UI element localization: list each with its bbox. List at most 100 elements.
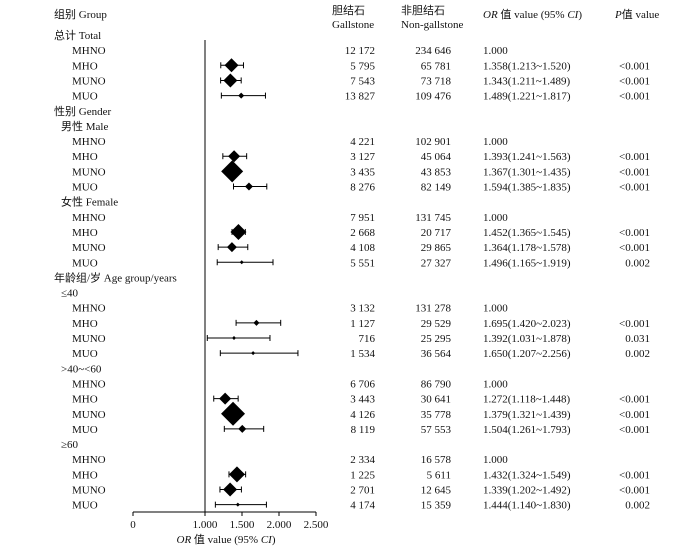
non-gallstone-count: 234 646: [415, 45, 451, 57]
gallstone-count: 8 119: [351, 424, 376, 436]
or-point-marker: [228, 466, 245, 483]
gallstone-count: 4 126: [350, 409, 375, 421]
non-gallstone-header-en: Non-gallstone: [401, 19, 463, 31]
p-value: <0.001: [619, 75, 650, 87]
or-ci-value: 1.343(1.211~1.489): [483, 75, 570, 87]
or-ci-value: 1.504(1.261~1.793): [483, 424, 571, 436]
row-label: MUNO: [72, 485, 106, 497]
gallstone-count: 2 668: [350, 227, 375, 239]
or-ci-value: 1.364(1.178~1.578): [483, 242, 571, 254]
or-ci-value: 1.489(1.221~1.817): [483, 91, 571, 103]
or-point-marker: [223, 73, 238, 88]
non-gallstone-count: 35 778: [421, 409, 452, 421]
p-value: <0.001: [619, 318, 650, 330]
non-gallstone-count: 29 865: [421, 242, 452, 254]
or-point-marker: [253, 319, 260, 326]
non-gallstone-count: 12 645: [421, 485, 452, 497]
non-gallstone-count: 86 790: [421, 378, 452, 390]
or-ci-value: 1.392(1.031~1.878): [483, 333, 571, 345]
non-gallstone-header-cn: 非胆结石: [401, 4, 445, 17]
non-gallstone-count: 25 295: [421, 333, 452, 345]
or-ci-value: 1.393(1.241~1.563): [483, 151, 571, 163]
subsection-label: ≤40: [61, 288, 79, 300]
p-value: <0.001: [619, 469, 650, 481]
gallstone-count: 13 827: [345, 91, 376, 103]
row-label: MHO: [72, 60, 98, 72]
or-ci-value: 1.432(1.324~1.549): [483, 469, 571, 481]
non-gallstone-count: 43 853: [421, 166, 452, 178]
row-label: MHO: [72, 151, 98, 163]
non-gallstone-count: 20 717: [421, 227, 452, 239]
row-label: MHO: [72, 318, 98, 330]
p-value: <0.001: [619, 182, 650, 194]
row-label: MHO: [72, 227, 98, 239]
section-label: 总计 Total: [54, 28, 101, 42]
x-tick-label: 1.500: [230, 519, 255, 531]
p-value: <0.001: [619, 166, 650, 178]
or-point-marker: [235, 502, 240, 507]
row-label: MHO: [72, 469, 98, 481]
x-axis-label: OR 值 value (95% CI): [177, 533, 276, 546]
or-point-marker: [244, 182, 253, 191]
or-point-marker: [223, 482, 238, 497]
or-ci-value: 1.594(1.385~1.835): [483, 182, 571, 194]
or-ci-value: 1.339(1.202~1.492): [483, 485, 571, 497]
p-value: <0.001: [619, 409, 650, 421]
section-label: 年龄组/岁 Age group/years: [54, 270, 177, 284]
non-gallstone-count: 65 781: [421, 60, 451, 72]
gallstone-count: 2 701: [350, 485, 375, 497]
or-ci-value: 1.272(1.118~1.448): [483, 394, 570, 406]
or-point-marker: [251, 351, 256, 356]
or-ci-value: 1.496(1.165~1.919): [483, 257, 571, 269]
or-ci-header: OR 值 value (95% CI): [483, 8, 582, 21]
p-value: 0.002: [625, 348, 650, 360]
or-ci-value: 1.379(1.321~1.439): [483, 409, 571, 421]
gallstone-count: 3 443: [350, 394, 375, 406]
row-label: MUNO: [72, 333, 106, 345]
gallstone-count: 12 172: [345, 45, 375, 57]
gallstone-count: 4 221: [350, 136, 375, 148]
x-tick-label: 0: [130, 519, 136, 531]
gallstone-count: 6 706: [350, 378, 375, 390]
gallstone-count: 7 951: [350, 212, 375, 224]
non-gallstone-count: 109 476: [415, 91, 451, 103]
or-ci-value: 1.000: [483, 45, 508, 57]
subsection-label: >40~<60: [61, 363, 102, 375]
gallstone-count: 3 435: [350, 166, 375, 178]
or-point-marker: [221, 160, 244, 183]
or-ci-value: 1.000: [483, 136, 508, 148]
gallstone-count: 7 543: [350, 75, 375, 87]
or-ci-value: 1.000: [483, 378, 508, 390]
row-label: MUO: [72, 182, 98, 194]
row-label: MHNO: [72, 45, 106, 57]
gallstone-count: 8 276: [350, 182, 375, 194]
or-ci-value: 1.650(1.207~2.256): [483, 348, 571, 360]
or-ci-value: 1.000: [483, 212, 508, 224]
non-gallstone-count: 5 611: [427, 469, 451, 481]
non-gallstone-count: 36 564: [421, 348, 452, 360]
row-label: MHNO: [72, 136, 106, 148]
x-axis-ticks: 0 1.000 1.500 2.000 2.500: [130, 512, 329, 531]
group-header: 组别 Group: [54, 7, 107, 21]
p-value: <0.001: [619, 424, 650, 436]
p-value: <0.001: [619, 227, 650, 239]
x-tick-label: 2.500: [304, 519, 329, 531]
non-gallstone-count: 57 553: [421, 424, 452, 436]
non-gallstone-count: 45 064: [421, 151, 452, 163]
gallstone-count: 5 795: [350, 60, 375, 72]
or-point-marker: [224, 58, 239, 73]
p-value: 0.031: [625, 333, 650, 345]
or-point-marker: [219, 392, 232, 405]
row-label: MHNO: [72, 212, 106, 224]
p-value-header: P值 value: [614, 8, 659, 21]
or-ci-value: 1.000: [483, 303, 508, 315]
gallstone-header-en: Gallstone: [332, 19, 374, 31]
or-ci-value: 1.444(1.140~1.830): [483, 500, 571, 512]
non-gallstone-count: 27 327: [421, 257, 452, 269]
gallstone-count: 4 108: [350, 242, 375, 254]
row-label: MHNO: [72, 303, 106, 315]
non-gallstone-count: 29 529: [421, 318, 452, 330]
gallstone-count: 4 174: [350, 500, 375, 512]
p-value: <0.001: [619, 242, 650, 254]
or-point-marker: [221, 401, 246, 426]
